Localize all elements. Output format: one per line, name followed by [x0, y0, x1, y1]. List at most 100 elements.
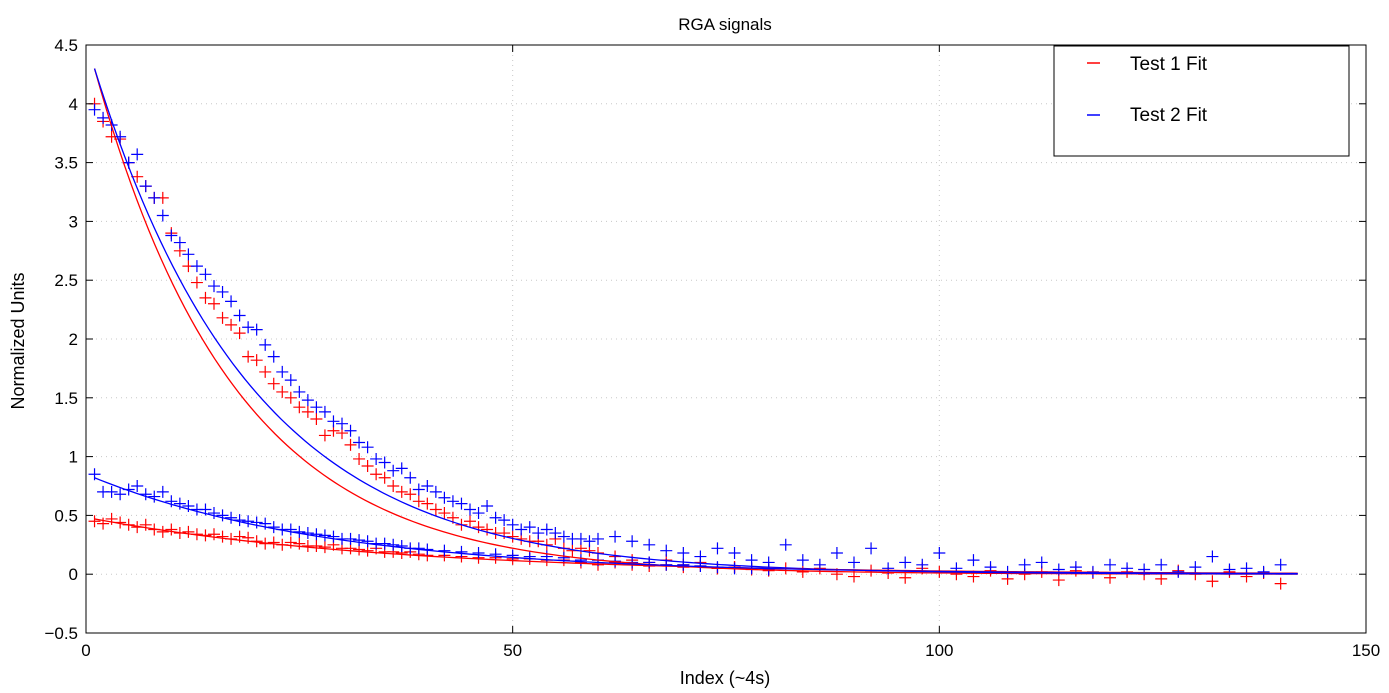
- data-point-marker: [540, 550, 553, 563]
- data-point-marker: [395, 462, 408, 475]
- data-point-marker: [114, 488, 127, 501]
- data-point-marker: [412, 483, 425, 496]
- data-point-marker: [318, 405, 331, 418]
- y-tick-label: 1.5: [54, 389, 78, 408]
- data-point-marker: [114, 130, 127, 143]
- data-point-marker: [1155, 572, 1168, 585]
- data-point-marker: [1069, 561, 1082, 574]
- legend-label-test-1: Test 1 Fit: [1130, 54, 1208, 75]
- data-point-marker: [464, 503, 476, 516]
- data-point-marker: [677, 558, 690, 571]
- data-point-marker: [583, 535, 596, 548]
- data-point-marker: [429, 485, 442, 498]
- data-point-marker: [139, 518, 152, 531]
- data-point-marker: [259, 338, 272, 351]
- data-point-marker: [310, 528, 323, 541]
- data-point-marker: [190, 276, 203, 289]
- data-point-marker: [344, 438, 357, 451]
- data-point-marker: [515, 523, 528, 536]
- data-point-marker: [139, 488, 152, 501]
- data-point-marker: [156, 525, 169, 538]
- data-point-marker: [796, 554, 809, 567]
- fit-line-series-7: [94, 477, 1298, 575]
- data-point-marker: [327, 530, 340, 543]
- data-point-marker: [677, 547, 690, 560]
- data-point-marker: [208, 507, 220, 520]
- data-point-marker: [464, 515, 476, 528]
- data-point-marker: [344, 424, 357, 437]
- data-point-marker: [506, 549, 519, 562]
- data-point-marker: [310, 401, 323, 414]
- data-point-marker: [336, 417, 348, 430]
- y-axis-label: Normalized Units: [8, 272, 28, 409]
- data-point-marker: [165, 229, 178, 242]
- data-point-marker: [301, 394, 314, 407]
- data-point-marker: [284, 536, 297, 549]
- data-point-marker: [796, 565, 809, 578]
- data-point-marker: [233, 327, 246, 340]
- data-point-marker: [455, 545, 468, 558]
- data-point-marker: [1018, 558, 1031, 571]
- data-point-marker: [225, 318, 238, 331]
- data-point-marker: [557, 551, 570, 564]
- y-tick-label: 1: [69, 448, 78, 467]
- data-point-marker: [429, 503, 442, 516]
- data-point-marker: [267, 350, 280, 363]
- data-point-marker: [1206, 550, 1219, 563]
- data-point-marker: [301, 527, 314, 540]
- data-point-marker: [370, 452, 383, 465]
- data-point-marker: [830, 547, 843, 560]
- data-point-marker: [540, 523, 553, 536]
- data-point-marker: [173, 497, 186, 510]
- y-tick-label: 4: [69, 95, 78, 114]
- x-tick-label: 0: [81, 641, 90, 660]
- data-point-marker: [267, 536, 280, 549]
- data-point-marker: [208, 280, 220, 293]
- data-point-marker: [97, 111, 110, 124]
- data-point-marker: [250, 323, 263, 336]
- data-point-marker: [378, 471, 391, 484]
- data-point-marker: [574, 554, 587, 567]
- data-point-marker: [293, 385, 306, 398]
- data-point-marker: [438, 507, 451, 520]
- grid: [86, 45, 1366, 633]
- data-point-marker: [387, 538, 400, 551]
- x-tick-label: 100: [925, 641, 953, 660]
- data-point-marker: [387, 464, 400, 477]
- data-point-marker: [609, 530, 622, 543]
- y-tick-label: 3.5: [54, 154, 78, 173]
- data-point-marker: [395, 539, 408, 552]
- data-point-marker: [225, 295, 238, 308]
- data-point-marker: [148, 191, 161, 204]
- data-point-marker: [88, 515, 101, 528]
- data-point-marker: [404, 488, 417, 501]
- data-point-marker: [276, 385, 289, 398]
- data-point-marker: [865, 542, 878, 555]
- data-point-marker: [711, 542, 724, 555]
- plot-series: [88, 68, 1298, 590]
- data-point-marker: [1052, 574, 1065, 587]
- data-point-marker: [592, 532, 604, 545]
- y-tick-label: −0.5: [44, 624, 78, 643]
- y-tick-label: 4.5: [54, 36, 78, 55]
- data-point-marker: [361, 460, 374, 473]
- data-point-marker: [131, 148, 144, 161]
- chart-title: RGA signals: [678, 15, 772, 34]
- data-point-marker: [361, 535, 374, 548]
- data-point-marker: [1274, 558, 1287, 571]
- data-point-marker: [105, 485, 118, 498]
- data-point-marker: [574, 532, 587, 545]
- data-point-marker: [506, 530, 519, 543]
- data-point-marker: [131, 480, 144, 492]
- data-point-marker: [1206, 575, 1219, 588]
- data-point-marker: [97, 517, 110, 530]
- data-point-marker: [250, 516, 263, 529]
- data-point-marker: [156, 209, 169, 222]
- legend-box: [1053, 45, 1350, 157]
- data-point-marker: [276, 365, 289, 378]
- data-point-marker: [899, 556, 912, 569]
- data-point-marker: [165, 495, 178, 508]
- data-point-marker: [293, 537, 306, 550]
- data-point-marker: [199, 268, 212, 281]
- y-tick-label: 0.5: [54, 506, 78, 525]
